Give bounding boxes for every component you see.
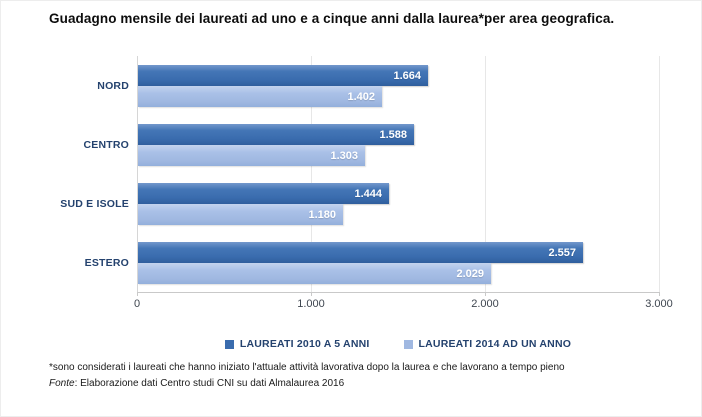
- bar-sud-e-isole-series-1: 1.444: [138, 183, 389, 204]
- bar-value-label: 2.029: [456, 267, 484, 280]
- legend-item-2: LAUREATI 2014 AD UN ANNO: [403, 338, 572, 350]
- x-axis-tick-label: 1.000: [297, 298, 325, 310]
- axis-tick: [137, 292, 138, 296]
- legend-swatch-icon: [403, 339, 413, 349]
- legend-item-1: LAUREATI 2010 A 5 ANNI: [224, 338, 370, 350]
- plot-area: 1.664 1.402 1.588 1.303 1.444 1.180 2.557 2.029: [137, 56, 660, 296]
- gridline-x-0: [137, 56, 138, 292]
- bar-value-label: 1.664: [393, 69, 421, 82]
- chart-title: Guadagno mensile dei laureati ad uno e a…: [49, 11, 615, 26]
- bar-centro-series-1: 1.588: [138, 124, 414, 145]
- gridline-x-2.000: [485, 56, 486, 292]
- gridline-x-1.000: [311, 56, 312, 292]
- bar-sud-e-isole-series-2: 1.180: [138, 204, 343, 225]
- bar-value-label: 1.303: [330, 149, 358, 162]
- legend-label: LAUREATI 2010 A 5 ANNI: [239, 338, 370, 350]
- axis-tick: [485, 292, 486, 296]
- bar-estero-series-2: 2.029: [138, 263, 491, 284]
- bar-nord-series-2: 1.402: [138, 86, 382, 107]
- axis-tick: [659, 292, 660, 296]
- legend-label: LAUREATI 2014 AD UN ANNO: [418, 338, 572, 350]
- x-axis-tick-label: 2.000: [471, 298, 499, 310]
- category-label-nord: NORD: [97, 80, 129, 92]
- gridline-x-3.000: [659, 56, 660, 292]
- bar-nord-series-1: 1.664: [138, 65, 428, 86]
- bar-value-label: 1.402: [347, 90, 375, 103]
- footnote-source: Fonte: Elaborazione dati Centro studi CN…: [49, 377, 689, 390]
- bar-value-label: 1.444: [354, 187, 382, 200]
- x-axis-tick-label: 0: [133, 298, 141, 310]
- chart-legend: LAUREATI 2010 A 5 ANNI LAUREATI 2014 AD U…: [137, 336, 659, 352]
- footnote-source-text: : Elaborazione dati Centro studi CNI su …: [74, 378, 345, 389]
- footnote-asterisk: *sono considerati i laureati che hanno i…: [49, 362, 565, 373]
- x-axis-tick-label: 3.000: [645, 298, 673, 310]
- bar-value-label: 1.588: [379, 128, 407, 141]
- category-label-sud-e-isole: SUD E ISOLE: [60, 198, 129, 210]
- bar-estero-series-1: 2.557: [138, 242, 583, 263]
- category-label-centro: CENTRO: [83, 139, 129, 151]
- footnote-source-prefix: Fonte: [49, 378, 75, 389]
- bar-centro-series-2: 1.303: [138, 145, 365, 166]
- legend-swatch-icon: [224, 339, 234, 349]
- bar-value-label: 2.557: [548, 246, 576, 259]
- category-label-estero: ESTERO: [84, 257, 129, 269]
- bar-value-label: 1.180: [308, 208, 336, 221]
- axis-tick: [311, 292, 312, 296]
